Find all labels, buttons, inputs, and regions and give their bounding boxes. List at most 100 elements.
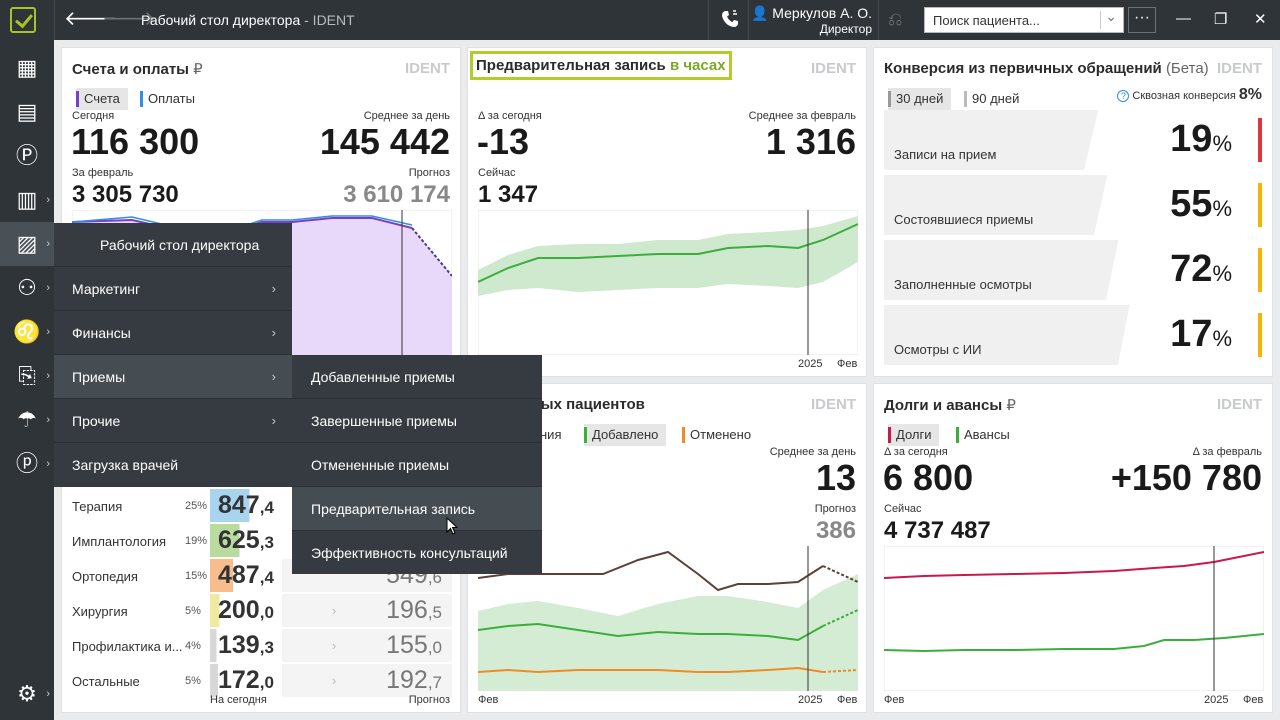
row-label: Состоявшиеся приемы	[894, 212, 1033, 227]
through-value: 8%	[1239, 86, 1262, 103]
department-value: 625,3	[210, 524, 282, 557]
menu-item-appointments[interactable]: Приемы ›	[54, 355, 292, 399]
menu-item-director-desktop[interactable]: Рабочий стол директора	[54, 223, 292, 267]
help-icon[interactable]: ?	[1117, 90, 1129, 102]
legend-bills[interactable]: Счета	[76, 88, 128, 110]
maximize-icon[interactable]: ❐	[1214, 10, 1227, 28]
department-value-dec: ,0	[260, 603, 274, 622]
department-name: Имплантология	[72, 534, 166, 549]
today-value: 116 300	[71, 121, 199, 163]
debts-series-line	[884, 552, 1264, 578]
prerecord-chart[interactable]	[478, 210, 858, 355]
submenu-item-added[interactable]: Добавленные приемы	[292, 355, 542, 399]
department-row[interactable]: Остальные 5% 172,0 › 192,7	[72, 664, 452, 697]
conversion-panel[interactable]: Конверсия из первичных обращений (Бета) …	[873, 47, 1273, 377]
window-title-suffix: - IDENT	[304, 12, 355, 28]
menu-item-other[interactable]: Прочие ›	[54, 399, 292, 443]
submenu-item-prerecord[interactable]: Предварительная запись	[292, 487, 542, 531]
ruble-hand-icon[interactable]: ⓟ ›	[0, 442, 54, 486]
analytics-menu: Рабочий стол директора Маркетинг › Финанс…	[54, 223, 292, 487]
row-percent: 19%	[1170, 118, 1232, 161]
phone-icon[interactable]	[720, 9, 740, 34]
divider	[54, 0, 55, 40]
prerecord-panel[interactable]: Предварительная запись в часах IDENT Δ з…	[467, 47, 867, 377]
row-percent-value: 72	[1170, 248, 1212, 290]
forecast-value: 3 610 174	[343, 181, 450, 209]
row-percent-unit: %	[1212, 131, 1232, 156]
document-back-icon[interactable]: ⎌	[888, 9, 902, 30]
menu-item-marketing[interactable]: Маркетинг ›	[54, 267, 292, 311]
month-delta-value: +150 780	[1111, 457, 1262, 499]
patients-icon[interactable]: ⚇ ›	[0, 266, 54, 310]
menu-item-label: Прочие	[72, 413, 120, 429]
ruble-icon[interactable]: Ⓟ	[0, 134, 54, 178]
forecast-line	[823, 566, 858, 582]
close-icon[interactable]: ✕	[1254, 10, 1267, 28]
calendar-icon[interactable]: ▦	[0, 46, 54, 90]
panel-title-text: Счета и оплаты	[72, 61, 189, 78]
tab-30-days[interactable]: 30 дней	[888, 88, 951, 110]
conversion-row[interactable]: Осмотры с ИИ 17%	[884, 305, 1262, 365]
submenu-item-consultation-efficiency[interactable]: Эффективность консультаций	[292, 531, 542, 575]
sidebar: ▦ ▤ Ⓟ ▥ › ▨ › ⚇ › ♌ › ⎘ › ☂ › ⓟ › ⚙ ›	[0, 40, 54, 720]
lab-icon[interactable]: ⎘ ›	[0, 354, 54, 398]
conversion-row[interactable]: Состоявшиеся приемы 55%	[884, 175, 1262, 235]
through-label: Сквозная конверсия	[1132, 90, 1235, 102]
legend-cancelled[interactable]: Отменено	[682, 424, 751, 446]
forecast-value: 386	[816, 517, 856, 545]
month-label: За февраль	[72, 167, 133, 179]
mouse-cursor-icon	[446, 517, 458, 535]
tasks-icon[interactable]: ▥ ›	[0, 178, 54, 222]
axis-year: 2025	[798, 358, 822, 370]
chevron-right-icon: ›	[272, 399, 276, 443]
conversion-row[interactable]: Заполненные осмотры 72%	[884, 240, 1262, 300]
umbrella-icon[interactable]: ☂ ›	[0, 398, 54, 442]
menu-item-finance[interactable]: Финансы ›	[54, 311, 292, 355]
forecast-label: Прогноз	[815, 503, 856, 515]
forecast-dec: ,5	[428, 603, 442, 622]
debts-panel[interactable]: Долги и авансы ₽ IDENT Долги Авансы Δ за…	[873, 383, 1273, 713]
debts-chart[interactable]	[884, 546, 1264, 691]
chart-icon[interactable]: ▨ ›	[0, 222, 54, 266]
forecast-label: Прогноз	[409, 167, 450, 179]
submenu-item-completed[interactable]: Завершенные приемы	[292, 399, 542, 443]
current-user[interactable]: 👤 Меркулов А. О. Директор	[751, 5, 872, 37]
submenu-item-cancelled[interactable]: Отмененные приемы	[292, 443, 542, 487]
chevron-right-icon: ›	[332, 673, 336, 688]
legend-debts[interactable]: Долги	[888, 424, 939, 446]
axis-start: Фев	[478, 694, 498, 706]
panel-title-suffix: (Бета)	[1166, 60, 1209, 77]
department-value-int: 139	[218, 631, 260, 659]
department-value-dec: ,3	[260, 533, 274, 552]
department-forecast: 155,0	[386, 629, 442, 664]
patient-search-input[interactable]: Поиск пациента...	[924, 7, 1124, 33]
department-name: Терапия	[72, 499, 122, 514]
legend-added[interactable]: Добавлено	[584, 424, 666, 446]
more-button[interactable]: ···	[1128, 7, 1156, 33]
axis-month: Фев	[1243, 694, 1263, 706]
status-bar	[1258, 183, 1262, 227]
tooth-icon[interactable]: ♌ ›	[0, 310, 54, 354]
panel-title-text: Долги и авансы	[884, 397, 1002, 414]
settings-icon[interactable]: ⚙ ›	[0, 672, 54, 716]
ident-tag: IDENT	[811, 396, 856, 413]
department-row[interactable]: Хирургия 5% 200,0 › 196,5	[72, 594, 452, 627]
department-value-int: 847	[218, 491, 260, 519]
department-row[interactable]: Профилактика и... 4% 139,3 › 155,0	[72, 629, 452, 662]
menu-item-doctor-load[interactable]: Загрузка врачей	[54, 443, 292, 487]
schedule-icon[interactable]: ▤	[0, 90, 54, 134]
department-value-int: 625	[218, 526, 260, 554]
app-logo-icon[interactable]	[10, 7, 36, 33]
search-placeholder: Поиск пациента...	[933, 13, 1040, 28]
minimize-icon[interactable]: —	[1176, 10, 1191, 27]
department-value: 139,3	[210, 629, 282, 662]
tab-90-days[interactable]: 90 дней	[964, 88, 1019, 110]
panel-title-suffix: в часах	[670, 57, 726, 74]
legend-advances[interactable]: Авансы	[956, 424, 1010, 446]
avg-value: 13	[816, 457, 856, 499]
forecast-int: 192	[386, 666, 428, 694]
conversion-row[interactable]: Записи на прием 19%	[884, 110, 1262, 170]
legend-payments[interactable]: Оплаты	[140, 88, 195, 110]
row-percent-value: 19	[1170, 118, 1212, 160]
search-divider	[1100, 11, 1101, 29]
